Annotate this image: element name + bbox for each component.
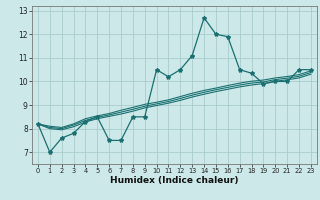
X-axis label: Humidex (Indice chaleur): Humidex (Indice chaleur): [110, 176, 239, 185]
